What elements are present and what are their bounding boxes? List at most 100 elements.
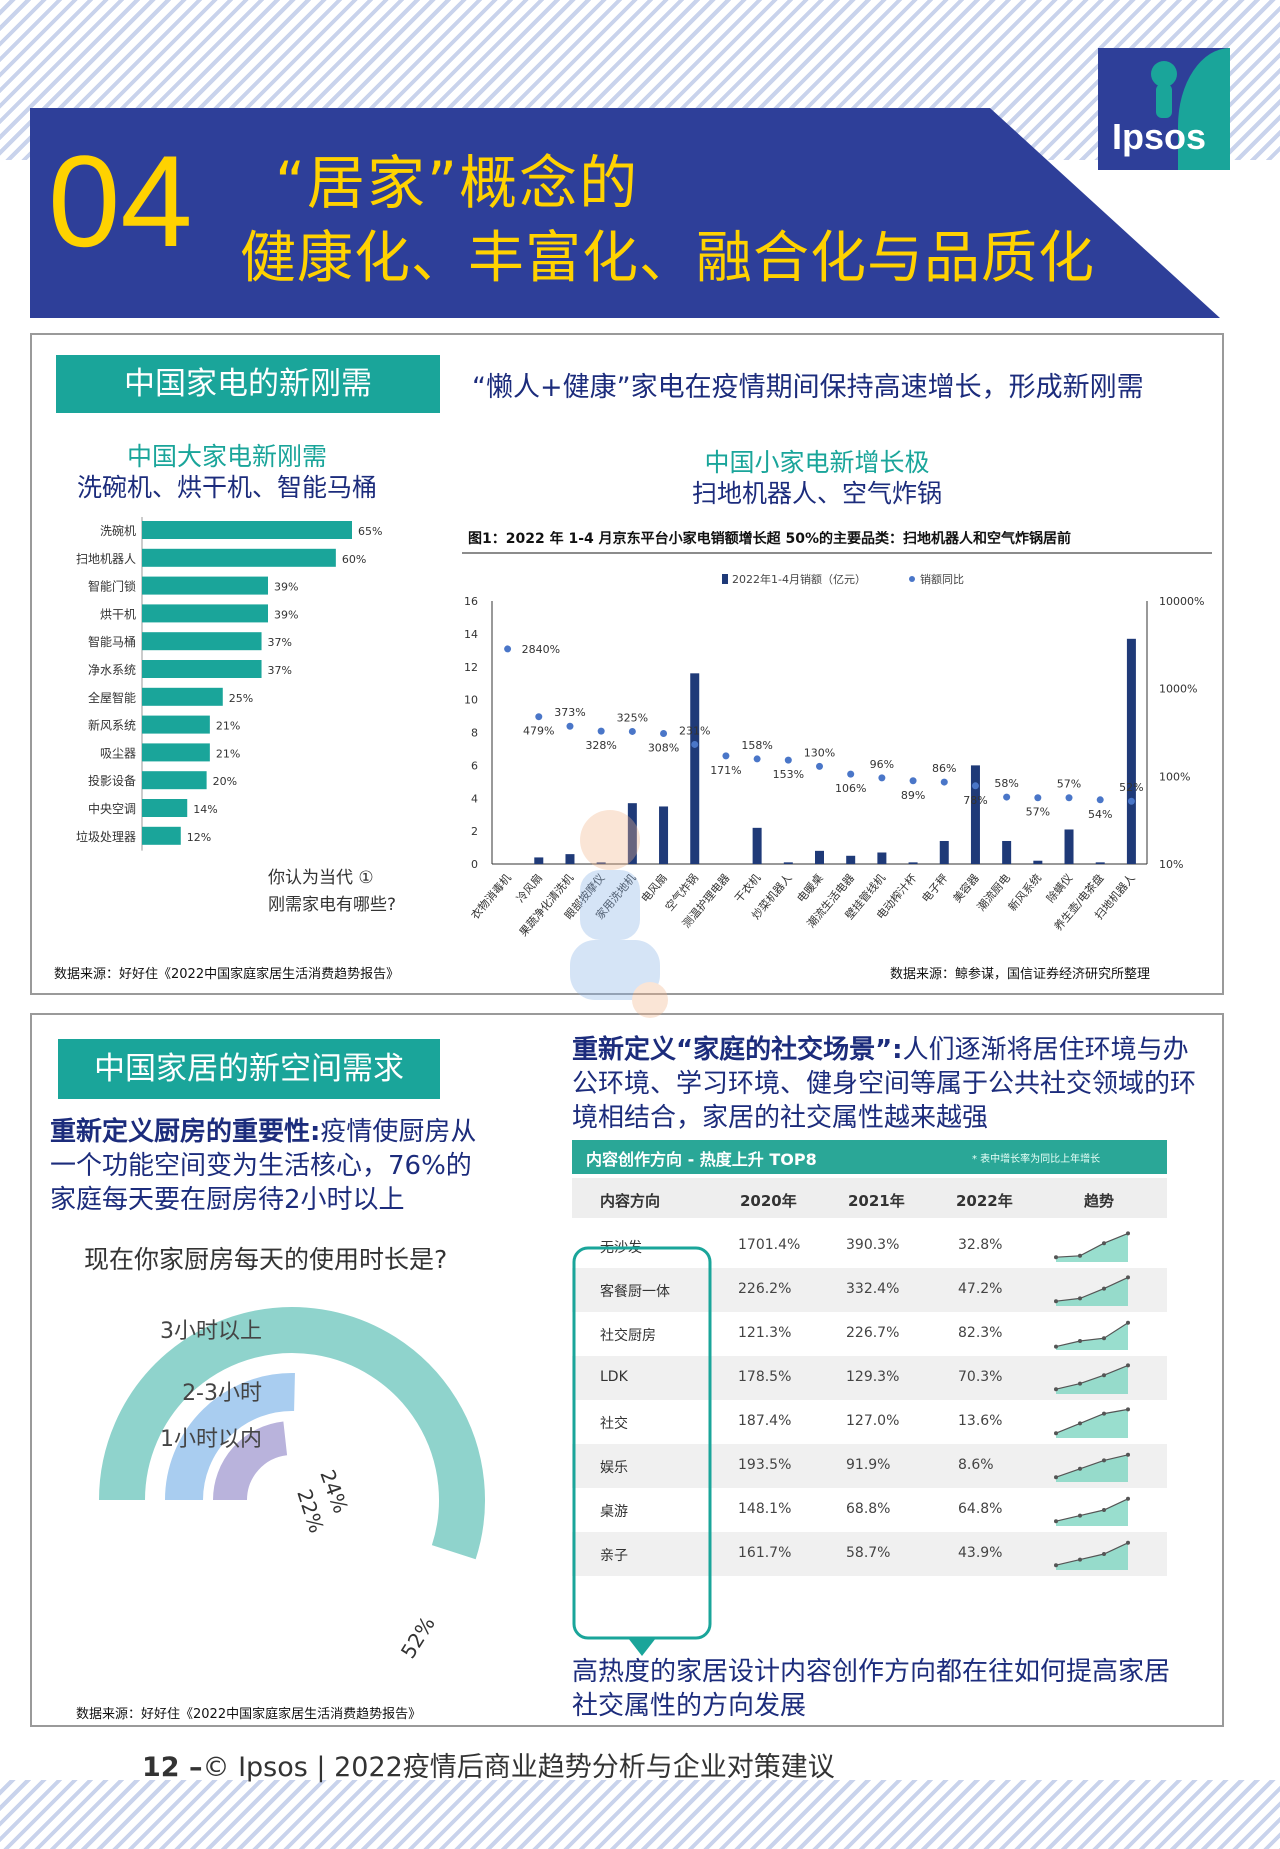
value-label: 39% bbox=[274, 608, 298, 621]
point-label: 158% bbox=[741, 739, 772, 752]
cell-value: 332.4% bbox=[846, 1281, 900, 1297]
value-label: 20% bbox=[213, 775, 237, 788]
bar bbox=[142, 799, 188, 817]
table-row: 亲子 161.7% 58.7% 43.9% bbox=[572, 1532, 1167, 1576]
sparkline-point bbox=[1102, 1336, 1106, 1341]
data-point bbox=[566, 722, 574, 730]
sparkline-line bbox=[1055, 1454, 1129, 1478]
source-note: 数据来源：好好住《2022中国家庭家居生活消费趋势报告》 bbox=[76, 1707, 422, 1722]
data-point bbox=[597, 727, 605, 735]
sparkline-point bbox=[1102, 1286, 1106, 1291]
y-tick-left: 16 bbox=[464, 595, 478, 608]
y-tick-left: 14 bbox=[464, 628, 478, 641]
sparkline-point bbox=[1054, 1431, 1058, 1436]
social-bold: 重新定义“家庭的社交场景”: bbox=[572, 1035, 903, 1065]
kitchen-bold: 重新定义厨房的重要性: bbox=[50, 1117, 321, 1147]
sparkline-area bbox=[1056, 1542, 1128, 1570]
section-tag: 中国家居的新空间需求 bbox=[58, 1039, 440, 1099]
sparkline-point bbox=[1126, 1452, 1130, 1457]
sparkline-area bbox=[1056, 1454, 1128, 1482]
row-label: 娱乐 bbox=[600, 1460, 628, 1476]
sparkline-area bbox=[1056, 1233, 1128, 1262]
cell-value: 226.2% bbox=[738, 1281, 792, 1297]
bar bbox=[142, 743, 210, 762]
sparkline-point bbox=[1078, 1296, 1082, 1301]
sparkline-point bbox=[1102, 1508, 1106, 1512]
cell-value: 129.3% bbox=[846, 1369, 900, 1385]
data-point bbox=[1096, 796, 1104, 804]
bar bbox=[534, 857, 544, 864]
sparkline-point bbox=[1054, 1563, 1058, 1568]
cell-value: 68.8% bbox=[846, 1501, 891, 1517]
title-banner-shape bbox=[30, 108, 1220, 318]
left-subtitle-1: 中国大家电新刚需 bbox=[126, 442, 327, 471]
row-label: LDK bbox=[600, 1369, 628, 1385]
value-label: 21% bbox=[216, 720, 240, 733]
small-appliance-combo-chart: 图1：2022 年 1-4 月京东平台小家电销额增长超 50%的主要品类：扫地机… bbox=[462, 531, 1212, 939]
sparkline-point bbox=[1054, 1255, 1058, 1260]
table-row: 娱乐 193.5% 91.9% 8.6% bbox=[572, 1444, 1167, 1488]
page-title-line1: “居家”概念的 bbox=[275, 149, 640, 217]
cell-value: 178.5% bbox=[738, 1369, 792, 1385]
table-row: 社交 187.4% 127.0% 13.6% bbox=[572, 1400, 1167, 1444]
legend-swatch-point bbox=[909, 576, 915, 582]
x-tick-label: 衣物消毒机 bbox=[468, 871, 514, 922]
title-banner: 04 “居家”概念的 健康化、丰富化、融合化与品质化 bbox=[30, 108, 1220, 318]
data-point bbox=[535, 713, 543, 721]
point-label: 479% bbox=[523, 725, 554, 738]
source-note-right: 数据来源：鲸参谋，国信证券经济研究所整理 bbox=[890, 967, 1151, 982]
point-label: 78% bbox=[963, 794, 987, 807]
trend-sparkline bbox=[1054, 1320, 1130, 1350]
table-row: 无沙发 1701.4% 390.3% 32.8% bbox=[572, 1224, 1167, 1268]
bar bbox=[1033, 860, 1043, 864]
category-label: 智能门锁 bbox=[88, 579, 136, 594]
value-label: 65% bbox=[358, 525, 382, 538]
value-label: 14% bbox=[193, 803, 217, 816]
sparkline-point bbox=[1126, 1407, 1130, 1412]
sparkline-point bbox=[1078, 1339, 1082, 1343]
data-point bbox=[504, 645, 512, 653]
logo-figure-icon bbox=[1151, 61, 1177, 118]
sparkline-line bbox=[1055, 1322, 1129, 1348]
y-tick-left: 4 bbox=[471, 792, 478, 805]
cell-value: 121.3% bbox=[738, 1325, 792, 1341]
row-label: 社交 bbox=[600, 1416, 628, 1432]
social-text: 人们逐渐将居住环境与办公环境、学习环境、健身空间等属于公共社交领域的环境相结合，… bbox=[572, 1035, 1197, 1133]
bar bbox=[627, 803, 637, 864]
table-row: LDK 178.5% 129.3% 70.3% bbox=[572, 1356, 1167, 1400]
sparkline-point bbox=[1054, 1344, 1058, 1349]
bar bbox=[877, 852, 887, 864]
cell-value: 193.5% bbox=[738, 1457, 792, 1473]
sparkline-point bbox=[1126, 1275, 1130, 1280]
y-tick-left: 6 bbox=[471, 759, 478, 772]
point-label: 57% bbox=[1026, 806, 1050, 819]
category-label: 新风系统 bbox=[88, 718, 136, 733]
right-subtitle-2: 扫地机器人、空气炸锅 bbox=[691, 479, 942, 508]
point-label: 325% bbox=[617, 711, 648, 724]
cell-value: 32.8% bbox=[958, 1237, 1003, 1253]
sparkline-area bbox=[1056, 1498, 1128, 1526]
trend-sparkline bbox=[1054, 1407, 1130, 1438]
ring-category-label: 3小时以上 bbox=[160, 1319, 262, 1344]
bar bbox=[142, 632, 262, 651]
data-point bbox=[816, 762, 823, 770]
sparkline-area bbox=[1056, 1322, 1128, 1350]
sparkline-point bbox=[1078, 1466, 1082, 1471]
point-label: 130% bbox=[804, 746, 835, 759]
decorative-stripes-bottom bbox=[0, 1780, 1280, 1849]
chart-title: 图1：2022 年 1-4 月京东平台小家电销额增长超 50%的主要品类：扫地机… bbox=[468, 531, 1071, 547]
table-row: 客餐厨一体 226.2% 332.4% 47.2% bbox=[572, 1268, 1167, 1312]
highlight-box bbox=[572, 1246, 712, 1656]
bar bbox=[142, 576, 268, 595]
page-footer: 12 –© Ipsos | 2022疫情后商业趋势分析与企业对策建议 bbox=[142, 1745, 835, 1784]
category-label: 烘干机 bbox=[100, 607, 136, 621]
data-point bbox=[878, 774, 886, 782]
ring-category-label: 2-3小时 bbox=[182, 1381, 262, 1406]
category-label: 垃圾处理器 bbox=[76, 829, 136, 844]
y-tick-right: 10000% bbox=[1159, 595, 1204, 608]
sparkline-point bbox=[1126, 1231, 1130, 1236]
mascot-watermark-icon bbox=[570, 810, 668, 1018]
sparkline-point bbox=[1126, 1320, 1130, 1325]
table-row: 桌游 148.1% 68.8% 64.8% bbox=[572, 1488, 1167, 1532]
